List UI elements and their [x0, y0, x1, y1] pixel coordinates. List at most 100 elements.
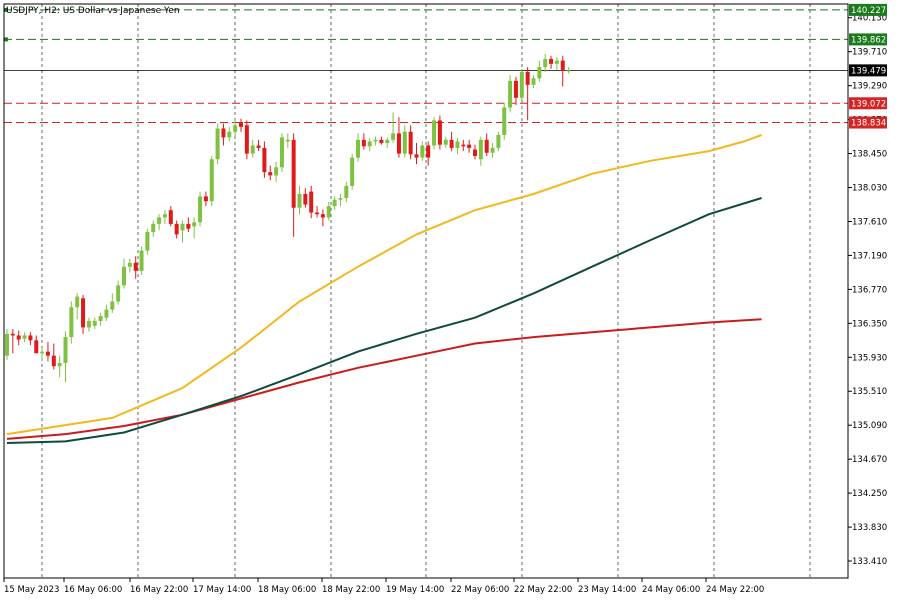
candle-bear	[449, 131, 454, 152]
candle-bull	[566, 67, 571, 74]
candle-body	[326, 206, 331, 218]
candle-bull	[180, 220, 185, 243]
level-anchor[interactable]	[4, 7, 8, 12]
candle-bull	[531, 75, 536, 89]
candle-bull	[57, 355, 62, 378]
moving-average-fast	[6, 134, 762, 436]
candle-bull	[116, 280, 121, 305]
x-tick-label: 18 May 06:00	[258, 585, 316, 595]
candle-bear	[256, 139, 261, 152]
candle-bull	[490, 143, 495, 158]
y-tick-label: 136.770	[852, 285, 887, 295]
y-tick-label: 135.930	[852, 353, 887, 363]
x-tick-label: 18 May 22:00	[322, 585, 380, 595]
candle-body	[420, 145, 425, 158]
candle-body	[262, 147, 267, 173]
candle-bear	[484, 133, 489, 156]
candle-body	[239, 122, 243, 127]
y-tick-label: 137.610	[852, 217, 887, 227]
price-axis: 140.130139.710139.290138.870138.450138.0…	[848, 14, 887, 567]
candle-bull	[151, 220, 156, 237]
price-badge	[849, 3, 887, 16]
candle-body	[508, 80, 513, 108]
candle-bear	[10, 328, 15, 354]
candle-body	[461, 144, 466, 147]
candle-bear	[414, 143, 419, 165]
candle-body	[92, 320, 97, 326]
candle-bull	[285, 133, 290, 148]
candle-bear	[203, 191, 208, 207]
candle-body	[203, 196, 208, 202]
candle-bull	[338, 193, 343, 207]
price-badge-label: 138.834	[851, 119, 886, 129]
candle-bull	[344, 181, 349, 203]
x-tick-label: 22 May 06:00	[451, 585, 509, 595]
y-tick-label: 136.350	[852, 319, 887, 329]
candle-bear	[560, 55, 565, 87]
y-tick-label: 133.410	[852, 557, 887, 567]
candle-bull	[192, 217, 197, 239]
y-tick-label: 134.670	[852, 455, 887, 465]
candle-body	[443, 139, 448, 145]
y-tick-label: 137.190	[852, 251, 887, 261]
x-tick-label: 19 May 14:00	[386, 585, 444, 595]
candle-body	[320, 214, 325, 218]
candle-bull	[432, 117, 437, 150]
candle-body	[110, 301, 115, 310]
candle-body	[69, 307, 74, 338]
candle-body	[344, 185, 349, 199]
y-tick-label: 133.830	[852, 523, 887, 533]
candle-body	[426, 145, 431, 158]
x-tick-label: 23 May 14:00	[578, 585, 636, 595]
candle-body	[414, 154, 419, 158]
candle-body	[221, 128, 226, 138]
level-anchor[interactable]	[4, 37, 8, 42]
candle-body	[537, 67, 542, 79]
candle-body	[525, 71, 530, 85]
candle-body	[408, 131, 413, 155]
y-tick-label: 139.710	[852, 48, 887, 58]
y-tick-label: 138.450	[852, 150, 887, 160]
candle-body	[133, 262, 138, 271]
candle-body	[432, 120, 437, 146]
candle-body	[478, 139, 483, 160]
candle-bull	[209, 155, 214, 207]
grid	[41, 4, 811, 578]
candle-bull	[75, 293, 80, 320]
y-tick-label: 140.130	[852, 14, 887, 24]
candle-bull	[22, 332, 27, 342]
candle-bull	[496, 131, 501, 152]
candle-bull	[92, 317, 97, 329]
candle-body	[391, 133, 396, 140]
candle-body	[361, 139, 366, 147]
candle-body	[396, 133, 401, 154]
candle-body	[297, 193, 302, 208]
x-tick-label: 17 May 14:00	[193, 585, 251, 595]
x-tick-label: 15 May 2023	[4, 585, 59, 595]
chart-frame	[3, 3, 849, 579]
candle-bear	[408, 125, 413, 160]
candle-bull	[139, 246, 144, 275]
x-tick-label: 16 May 22:00	[130, 585, 188, 595]
candle-body	[519, 71, 524, 98]
candle-body	[75, 296, 80, 308]
candle-body	[291, 139, 296, 208]
candle-body	[496, 134, 501, 148]
candle-bull	[443, 136, 448, 148]
candle-body	[449, 139, 454, 148]
candle-bull	[367, 138, 372, 152]
y-tick-label: 138.030	[852, 184, 887, 194]
price-badge-label: 140.227	[851, 6, 886, 16]
candle-bear	[262, 141, 267, 178]
candle-body	[484, 139, 489, 153]
candle-body	[274, 167, 279, 176]
candle-body	[350, 157, 355, 186]
candle-body	[192, 222, 197, 227]
candle-body	[285, 139, 290, 142]
price-badge-label: 139.479	[851, 66, 886, 76]
candle-body	[104, 309, 109, 318]
price-badge-label: 139.072	[851, 99, 886, 109]
x-tick-label: 24 May 06:00	[642, 585, 700, 595]
candle-body	[455, 141, 460, 148]
